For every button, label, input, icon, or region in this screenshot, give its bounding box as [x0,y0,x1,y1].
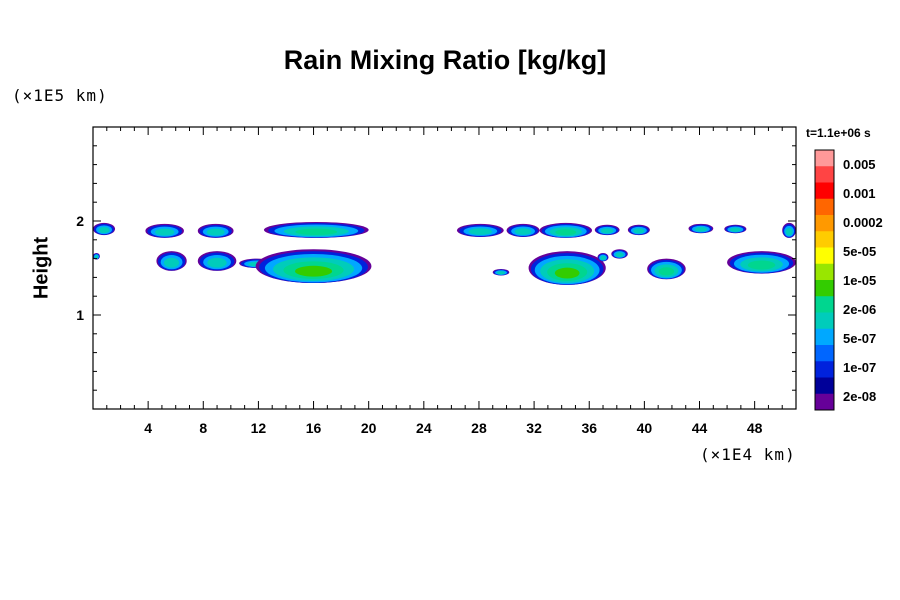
x-tick-label: 20 [361,420,377,436]
colorbar-swatch [815,328,834,346]
colorbar-label: 1e-05 [843,273,876,288]
y-tick-label: 2 [76,213,84,229]
colorbar-label: 0.005 [843,157,876,172]
colorbar-swatch [815,345,834,362]
plot-frame [92,126,797,410]
x-axis-scale-label: (×1E4 km) [700,445,796,464]
rain-cell-14-core-3 [729,227,741,232]
rain-cell-20-core-4 [658,267,675,276]
colorbar-swatch [815,263,834,281]
x-tick-label: 28 [471,420,487,436]
chart-title: Rain Mixing Ratio [kg/kg] [283,45,607,75]
rain-cell-19-core-3 [615,252,624,258]
x-tick-label: 24 [416,420,432,436]
rain-cell-13-core-3 [694,227,708,232]
colorbar-swatch [815,280,834,297]
colorbar-label: 5e-07 [843,331,876,346]
x-tick-label: 8 [199,420,207,436]
rain-cell-5-core-3 [207,257,227,268]
rain-cell-3-core-4 [295,228,338,236]
x-tick-label: 48 [747,420,763,436]
rain-cell-21-core-4 [747,260,776,270]
rain-cell-4-core-3 [163,257,180,268]
y-axis-scale-label: (×1E5 km) [12,86,108,105]
x-tick-label: 44 [692,420,708,436]
colorbar-label: 0.001 [843,186,876,201]
x-tick-label: 4 [144,420,152,436]
colorbar-swatch [815,247,834,265]
colorbar-swatch [815,377,834,395]
rain-cell-1-core-3 [155,228,175,236]
colorbar-label: 5e-05 [843,244,876,259]
rain-cell-9-core-3 [514,228,532,235]
rain-cell-10-core-4 [555,229,577,236]
rain-cell-0-core-3 [98,227,110,234]
colorbar-swatch [815,361,834,378]
colorbar-swatch [815,231,834,248]
x-tick-label: 40 [637,420,653,436]
rain-cell-12-core-3 [633,228,645,234]
x-tick-label: 12 [251,420,267,436]
colorbar-swatch [815,150,834,167]
colorbar-label: 2e-08 [843,389,876,404]
rain-cell-18-core-3 [600,255,606,261]
colorbar-swatch [815,296,834,313]
rain-cell-7-core-5 [295,265,333,277]
colorbar-label: 1e-07 [843,360,876,375]
rain-cell-2-core-3 [206,228,225,236]
rain-cell-11-core-3 [600,228,614,234]
y-tick-label: 1 [76,307,84,323]
colorbar-swatch [815,393,834,411]
colorbar-swatch [815,198,834,216]
colorbar-swatch [815,215,834,232]
x-tick-label: 32 [526,420,542,436]
colorbar-swatch [815,312,834,330]
time-label: t=1.1e+06 s [806,126,871,140]
colorbar-label: 0.0002 [843,215,883,230]
rain-cell-8-core-3 [468,228,493,235]
rain-cell-15-core-3 [785,227,793,236]
rain-cell-17-core-5 [554,267,580,279]
rain-cell-16-core-3 [496,271,506,275]
colorbar-label: 2e-06 [843,302,876,317]
colorbar-swatch [815,166,834,183]
rain-cell-22-core-3 [94,255,99,259]
colorbar-frame [814,149,835,411]
x-tick-label: 36 [581,420,597,436]
colorbar-swatch [815,182,834,200]
x-tick-label: 16 [306,420,322,436]
